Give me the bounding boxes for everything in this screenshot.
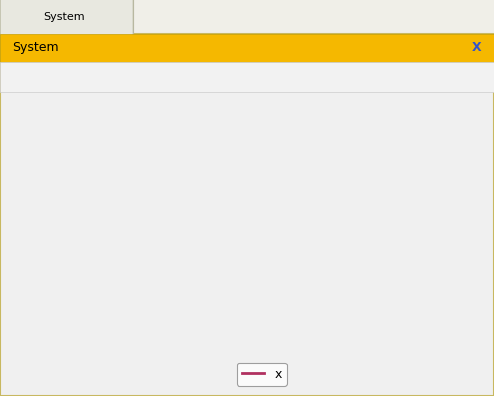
x <box>471 135 477 140</box>
x <box>239 158 245 163</box>
Text: System: System <box>43 12 85 22</box>
x <box>380 124 386 129</box>
x <box>341 126 347 131</box>
Text: System: System <box>12 42 59 54</box>
x <box>99 296 105 301</box>
x <box>388 125 394 129</box>
Y-axis label: x: x <box>14 234 28 241</box>
x <box>56 346 62 351</box>
Title: X: X <box>262 107 272 122</box>
x <box>224 168 230 172</box>
X-axis label: time(s): time(s) <box>245 374 289 387</box>
Legend: x: x <box>237 363 287 386</box>
Text: X: X <box>472 42 482 54</box>
x <box>373 124 379 129</box>
Line: x: x <box>59 127 474 348</box>
